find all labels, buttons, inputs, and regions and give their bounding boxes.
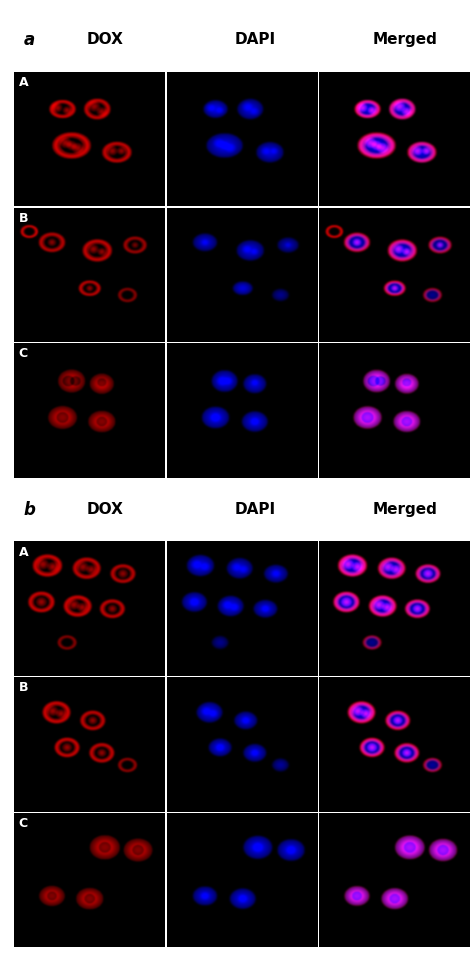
Text: DAPI: DAPI xyxy=(235,33,276,47)
Text: DOX: DOX xyxy=(87,502,124,517)
Text: B: B xyxy=(19,211,28,225)
Text: A: A xyxy=(19,76,28,89)
Text: b: b xyxy=(23,501,35,519)
Text: C: C xyxy=(19,817,28,831)
Text: a: a xyxy=(23,31,35,49)
Text: DAPI: DAPI xyxy=(235,502,276,517)
Text: B: B xyxy=(19,681,28,695)
Text: Merged: Merged xyxy=(373,502,438,517)
Text: A: A xyxy=(19,545,28,559)
Text: Merged: Merged xyxy=(373,33,438,47)
Text: C: C xyxy=(19,347,28,361)
Text: DOX: DOX xyxy=(87,33,124,47)
